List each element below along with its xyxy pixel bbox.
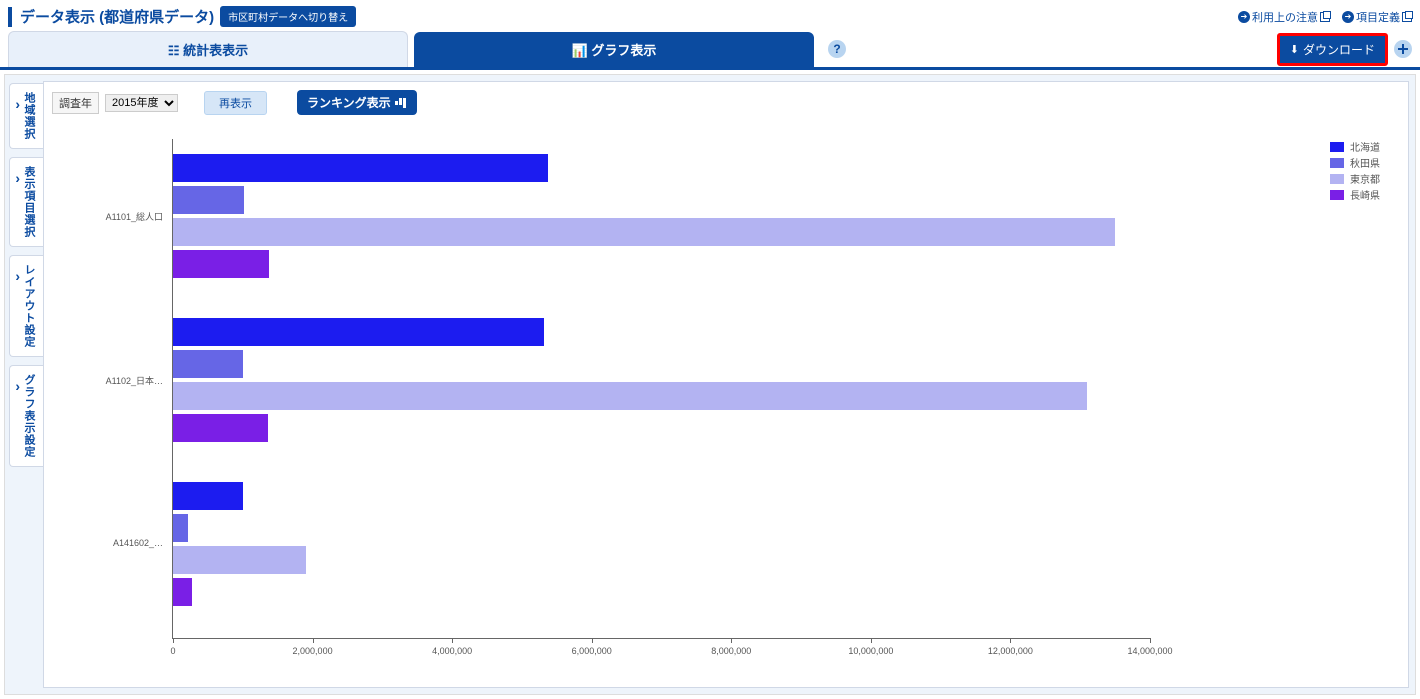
chart-bar [173,186,244,214]
refresh-button[interactable]: 再表示 [204,91,267,115]
x-tick-mark [173,638,174,643]
sidetab-region-select[interactable]: 地域選択 › [9,83,43,149]
content-area: 地域選択 › 表示項目選択 › レイアウト設定 › グラフ表示設定 › 調査年 … [4,74,1416,695]
download-label: ダウンロード [1303,41,1375,58]
legend-label: 秋田県 [1350,155,1380,170]
item-definition-label: 項目定義 [1356,9,1400,25]
sidetab-graph-settings[interactable]: グラフ表示設定 › [9,365,43,467]
x-tick-label: 14,000,000 [1127,646,1172,656]
header-links: 利用上の注意 項目定義 [1238,9,1412,25]
chart-bar [173,154,548,182]
chart-plot-area: 02,000,0004,000,0006,000,0008,000,00010,… [172,139,1150,639]
sidetab-label: レイアウト設定 [23,264,35,348]
x-tick-mark [871,638,872,643]
usage-notes-link[interactable]: 利用上の注意 [1238,9,1330,25]
tab-table-view[interactable]: ☷ 統計表表示 [8,31,408,67]
chevron-right-icon: › [15,268,21,284]
legend-item: 北海道 [1330,139,1380,154]
tab-graph-label: グラフ表示 [591,43,656,58]
popup-icon [1402,12,1412,22]
legend-swatch [1330,142,1344,152]
x-tick-mark [731,638,732,643]
chart-bar [173,218,1115,246]
legend-label: 北海道 [1350,139,1380,154]
y-category-label: A1101_総人口 [58,210,163,223]
sidetab-layout-settings[interactable]: レイアウト設定 › [9,255,43,357]
chevron-right-icon: › [15,170,21,186]
chart-bar [173,546,306,574]
controls-row: 調査年 2015年度 再表示 ランキング表示 [52,90,1400,115]
title-main: データ表示 [20,9,99,26]
x-tick-label: 6,000,000 [572,646,612,656]
x-tick-mark [313,638,314,643]
view-tab-row: ☷ 統計表表示 📊 グラフ表示 ? ⬇ ダウンロード [0,31,1420,70]
x-tick-mark [452,638,453,643]
expand-icon[interactable] [1394,40,1412,58]
chart-bar [173,514,188,542]
x-tick-label: 0 [170,646,175,656]
sidetab-label: 地域選択 [23,92,35,140]
chart-bar [173,414,268,442]
y-category-label: A1102_日本… [58,374,163,387]
chart-legend: 北海道秋田県東京都長崎県 [1330,139,1380,203]
x-tick-mark [592,638,593,643]
chevron-right-icon: › [15,378,21,394]
main-panel: 調査年 2015年度 再表示 ランキング表示 北海道秋田県東京都長崎県 02,0… [43,81,1409,688]
item-definition-link[interactable]: 項目定義 [1342,9,1412,25]
legend-swatch [1330,190,1344,200]
title-sub: (都道府県データ) [99,9,214,26]
title-accent [8,7,12,27]
legend-swatch [1330,174,1344,184]
page-title: データ表示 (都道府県データ) [20,6,214,27]
sidetab-label: 表示項目選択 [23,166,35,238]
chart-bar [173,482,243,510]
x-tick-label: 8,000,000 [711,646,751,656]
legend-swatch [1330,158,1344,168]
x-tick-mark [1010,638,1011,643]
x-tick-label: 4,000,000 [432,646,472,656]
side-tabs: 地域選択 › 表示項目選択 › レイアウト設定 › グラフ表示設定 › [5,75,43,694]
switch-data-button[interactable]: 市区町村データへ切り替え [220,6,356,27]
chart-container: 北海道秋田県東京都長崎県 02,000,0004,000,0006,000,00… [52,119,1400,679]
help-icon[interactable]: ? [828,40,846,58]
chart-bar [173,318,544,346]
tab-graph-view[interactable]: 📊 グラフ表示 [414,32,814,67]
sidetab-label: グラフ表示設定 [23,374,35,458]
legend-label: 長崎県 [1350,187,1380,202]
ranking-button[interactable]: ランキング表示 [297,90,417,115]
download-icon: ⬇ [1290,43,1299,56]
x-tick-label: 12,000,000 [988,646,1033,656]
chart-bar [173,350,243,378]
ranking-label: ランキング表示 [307,94,391,111]
x-tick-mark [1150,638,1151,643]
year-select[interactable]: 2015年度 [105,94,178,112]
sidetab-item-select[interactable]: 表示項目選択 › [9,157,43,247]
legend-item: 秋田県 [1330,155,1380,170]
tab-table-label: 統計表表示 [183,43,248,58]
ranking-icon [395,98,407,108]
header-bar: データ表示 (都道府県データ) 市区町村データへ切り替え 利用上の注意 項目定義 [0,0,1420,31]
chart-bar [173,250,269,278]
table-icon: ☷ [168,43,183,58]
legend-item: 長崎県 [1330,187,1380,202]
legend-label: 東京都 [1350,171,1380,186]
chart-bar [173,578,192,606]
popup-icon [1320,12,1330,22]
chart-bar [173,382,1087,410]
year-label: 調査年 [52,92,99,114]
legend-item: 東京都 [1330,171,1380,186]
chart-icon: 📊 [572,43,592,58]
x-tick-label: 10,000,000 [848,646,893,656]
x-tick-label: 2,000,000 [293,646,333,656]
usage-notes-label: 利用上の注意 [1252,9,1318,25]
tab-actions: ⬇ ダウンロード [1277,33,1412,66]
chevron-right-icon: › [15,96,21,112]
y-category-label: A141602_… [58,538,163,548]
download-button[interactable]: ⬇ ダウンロード [1277,33,1388,66]
